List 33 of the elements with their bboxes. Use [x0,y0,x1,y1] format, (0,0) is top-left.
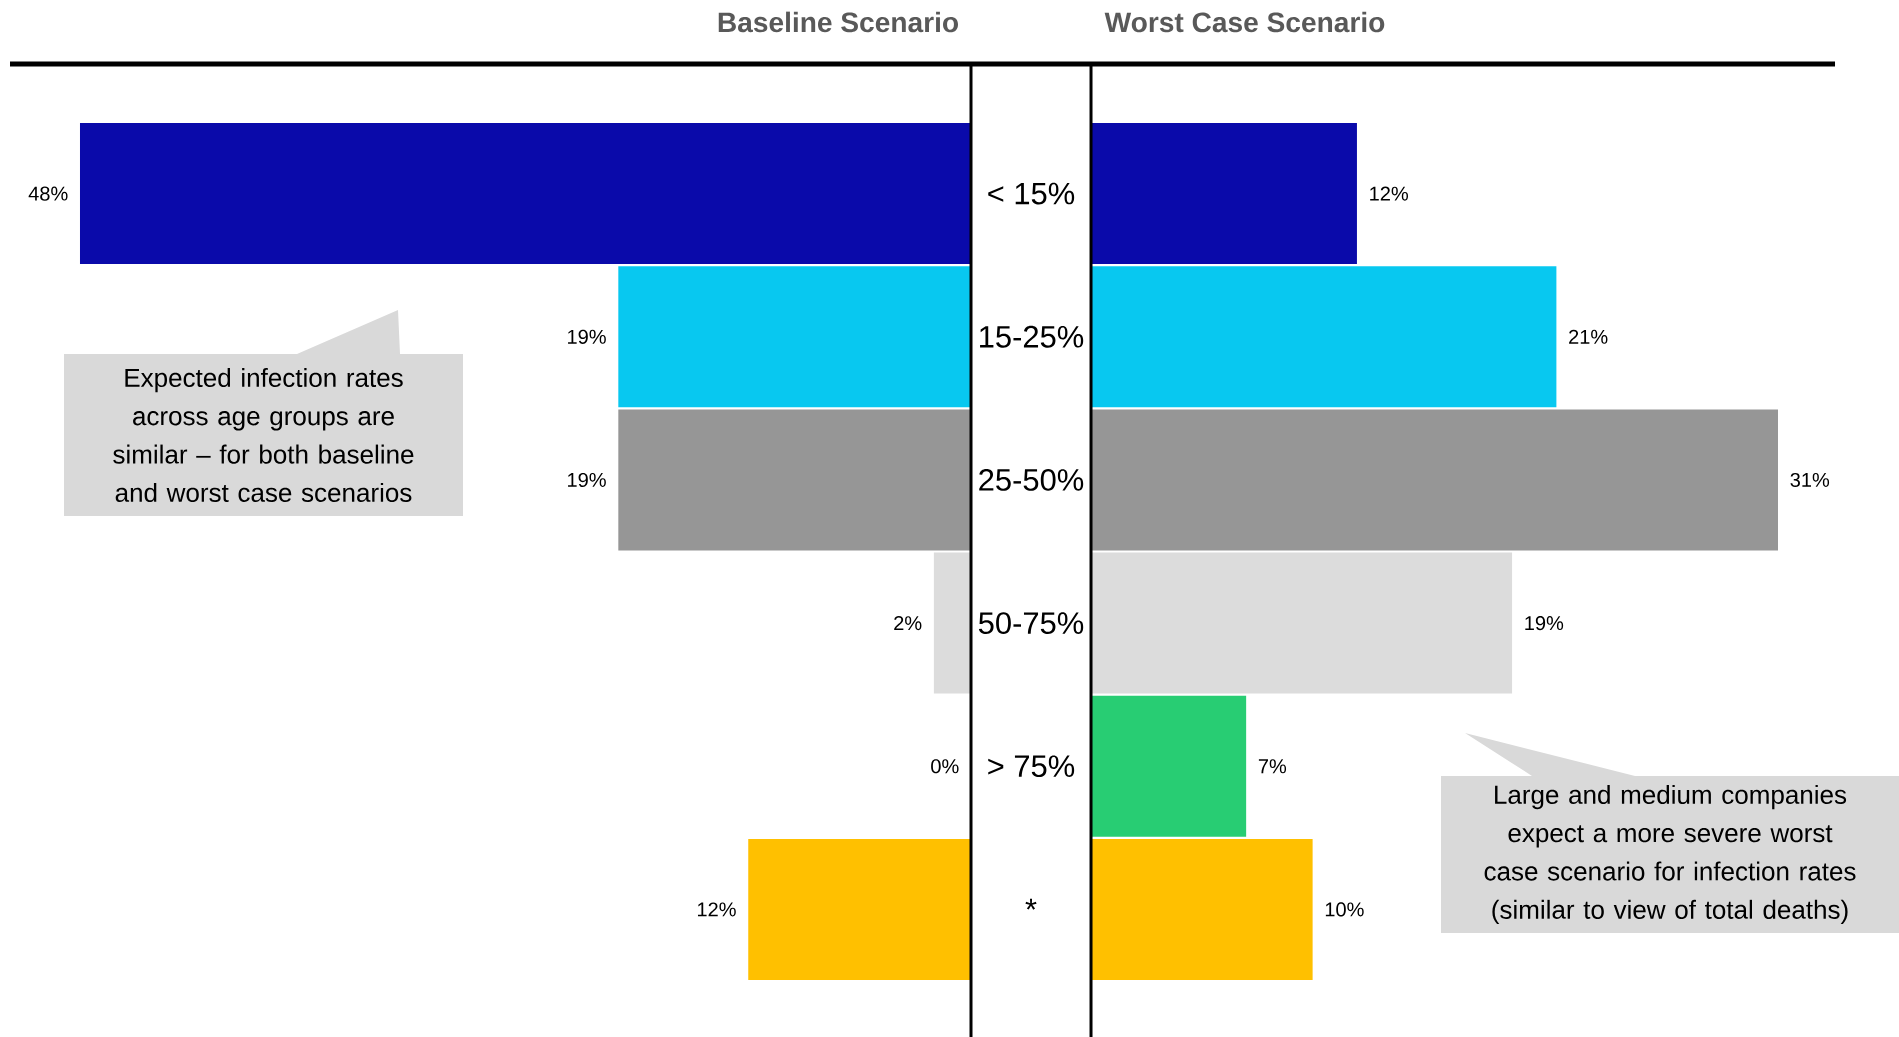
bar [1091,838,1313,980]
bar [618,409,971,551]
chart-title: Baseline Scenario [718,11,959,33]
bar [79,123,971,265]
data-label: 0% [931,759,959,774]
data-label: 48% [28,186,68,201]
data-label: 2% [894,616,922,631]
bar [1091,409,1779,551]
data-label: 12% [1370,186,1409,201]
y-tick-label: 50-75% [978,612,1084,635]
annotation: Expected infection rates across age groups are similar – for both baseline and worst case scenarios [113,367,414,503]
bar [1091,266,1557,408]
data-label: 19% [568,472,606,488]
y-tick-label: * [1025,898,1037,910]
bar [1091,552,1513,694]
y-tick-label: > 75% [988,755,1075,778]
data-label: 19% [1525,616,1564,631]
bar [1091,123,1357,265]
annotation: Large and medium companies expect a more severe worst case scenario for infection rates (similar to view of total deaths) [1484,784,1856,925]
data-label: 7% [1258,759,1287,774]
data-label: 12% [697,902,736,917]
bar [748,838,971,980]
bar [933,552,971,694]
data-label: 31% [1790,472,1830,488]
data-label: 19% [568,329,606,344]
y-tick-label: < 15% [988,182,1075,205]
data-label: 21% [1569,329,1608,344]
y-tick-label: 15-25% [980,325,1084,348]
data-label: 10% [1325,902,1364,917]
bar [618,266,971,408]
y-tick-label: 25-50% [979,468,1084,491]
bar [1091,695,1247,837]
chart-title: Worst Case Scenario [1104,11,1385,33]
